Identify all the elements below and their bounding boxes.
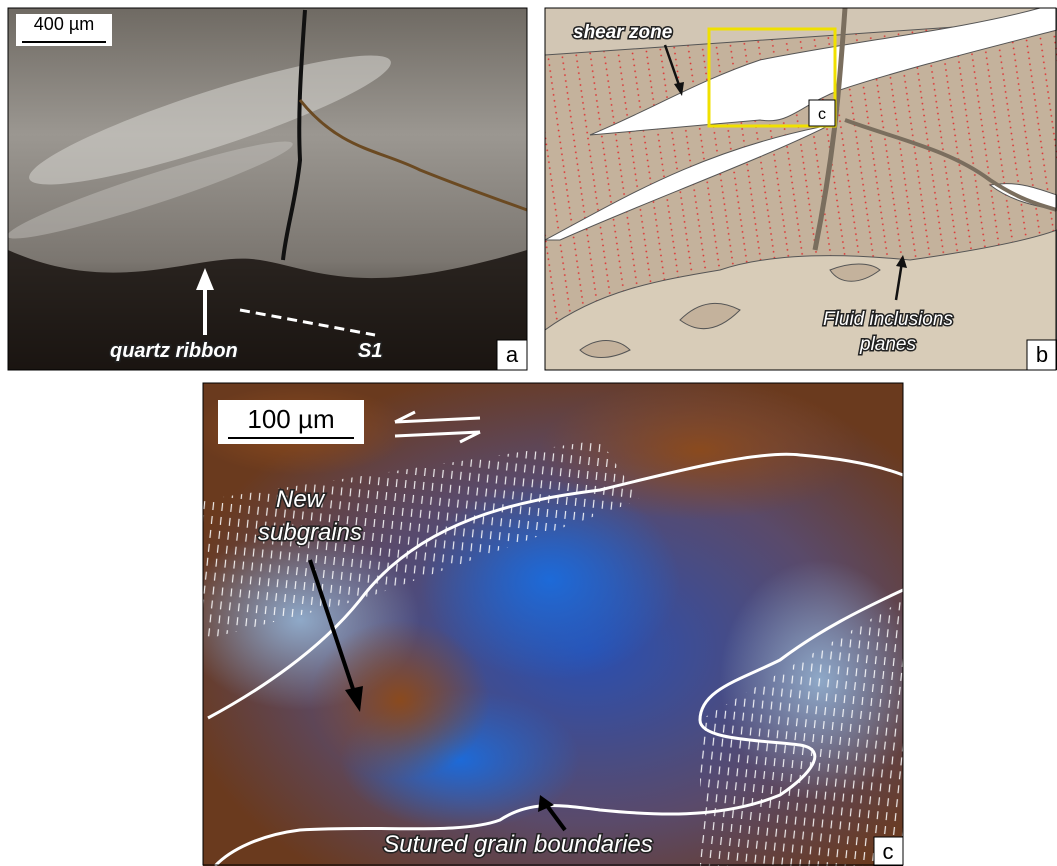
annotation: subgrains (258, 519, 362, 546)
annotation: planes (859, 334, 916, 355)
annotation: Sutured grain boundaries (383, 831, 653, 858)
scale-bar-label: 400 µm (34, 14, 94, 34)
annotation: quartz ribbon (110, 340, 238, 362)
inset-label: c (818, 106, 826, 123)
panel-letter: c (883, 839, 894, 864)
panel-c: 100 µm New subgrains Sutured grain bound… (203, 383, 903, 866)
scale-bar-label: 100 µm (247, 404, 334, 434)
panel-letter: a (506, 342, 519, 367)
annotation: New (276, 486, 326, 513)
annotation: Fluid inclusions (823, 309, 953, 330)
panel-b: c shear zone Fluid inclusions planes b (545, 8, 1057, 370)
panel-a: 400 µm quartz ribbon S1 a (8, 8, 527, 370)
annotation: S1 (358, 340, 382, 362)
panel-letter: b (1036, 342, 1048, 367)
annotation: shear zone (573, 22, 673, 43)
